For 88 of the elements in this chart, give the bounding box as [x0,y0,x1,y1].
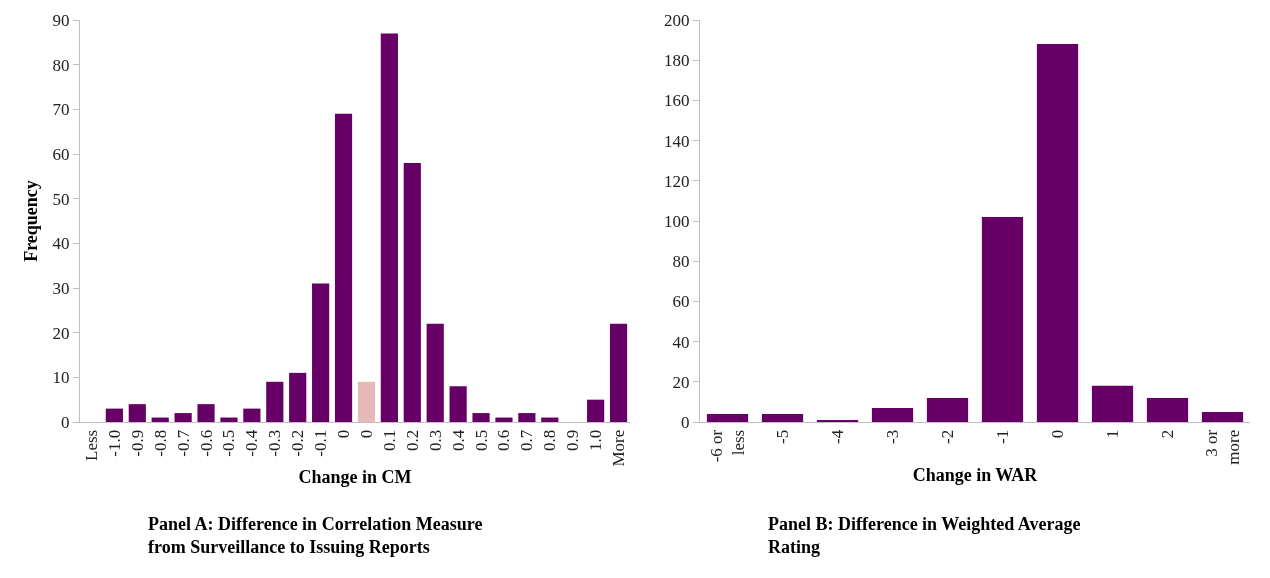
bar [587,399,605,422]
x-tick-label: 0 [356,429,376,439]
bar [449,386,467,422]
x-tick-label: 0.2 [402,429,422,452]
bar [495,417,513,422]
y-tick-label: 120 [664,171,690,191]
y-tick-label: 90 [52,10,70,30]
bar [1201,411,1244,422]
x-tick-label: 0.9 [563,429,583,452]
y-tick-label: 50 [52,189,70,209]
bar [243,408,261,422]
x-axis-title: Change in WAR [912,464,1039,485]
x-tick-label: -2 [938,429,958,444]
x-tick-label: -0.8 [150,429,170,457]
y-axis-title: Frequency [20,180,41,262]
bar [926,397,969,422]
bar [706,413,749,422]
x-tick-label: 0.4 [448,429,468,452]
bar [426,323,444,422]
bar [871,407,914,422]
x-tick-label: -3 [883,429,903,444]
x-tick-label: -0.2 [288,429,308,457]
bar [761,413,804,422]
y-tick-label: 20 [52,323,70,343]
x-tick-label: 0.3 [425,429,445,452]
bar [1091,385,1134,422]
x-axis-title: Change in CM [298,466,412,487]
bar [197,404,215,422]
y-tick-label: 100 [664,211,690,231]
text: Panel A: Difference in Correlation Measure from Surveillance to Issuing Reports [148,514,483,558]
bar [105,408,123,422]
x-tick-label: -0.4 [242,429,262,457]
x-tick-label: -0.1 [311,429,331,457]
y-tick-label: 10 [52,368,70,388]
bar [981,216,1024,422]
bar [334,113,353,422]
y-tick-label: 200 [664,10,690,30]
y-tick-label: 80 [672,252,690,272]
y-tick-label: 160 [664,91,690,111]
x-tick-label: 0.7 [517,429,537,452]
x-tick-label: 0 [1048,429,1068,439]
x-tick-label: -4 [828,429,848,444]
y-tick-label: 180 [664,51,690,71]
bar [816,419,859,422]
bar [518,413,536,422]
x-tick-label: -1 [993,429,1013,444]
bar [128,404,146,422]
text: Panel B: Difference in Weighted Average Rating [768,514,1081,558]
y-tick-label: 30 [52,278,70,298]
bar [174,413,192,422]
x-tick-label: 1.0 [586,429,606,452]
bar [266,381,284,422]
y-tick-label: 60 [52,144,70,164]
x-tick-label: 0.5 [471,429,491,452]
y-tick-label: 60 [672,292,690,312]
x-tick-label: 0.1 [379,429,399,452]
bar [312,283,330,422]
x-tick-label: -0.5 [219,429,239,457]
x-tick-label: -0.9 [127,429,147,457]
x-tick-label: -0.7 [173,429,193,457]
y-tick-label: 20 [672,372,690,392]
x-tick-label: 1 [1103,429,1123,439]
y-tick-label: 40 [672,332,690,352]
bar [289,372,307,422]
bar [220,417,238,422]
x-tick-label: 2 [1158,429,1178,439]
y-tick-label: 80 [52,55,70,75]
y-tick-label: 40 [52,234,70,254]
y-tick-label: 70 [52,100,70,120]
x-tick-label: -0.6 [196,429,216,457]
y-tick-label: 140 [664,131,690,151]
bar [403,162,421,422]
bar [1036,44,1079,422]
x-tick-label: -0.3 [265,429,285,457]
x-tick-label: 0 [334,429,354,439]
x-tick-label: 3 or more [1201,429,1244,465]
x-tick-label: 0.6 [494,429,514,452]
x-tick-label: More [609,429,629,467]
bar [1146,397,1189,422]
x-tick-label: Less [81,429,101,461]
bar [609,323,628,422]
bar [357,381,376,422]
x-tick-label: -5 [773,429,793,444]
bar [380,33,398,422]
x-tick-label: -6 or less [706,429,749,463]
x-tick-label: -1.0 [104,429,124,457]
x-tick-label: 0.8 [540,429,560,452]
bar [472,413,490,422]
